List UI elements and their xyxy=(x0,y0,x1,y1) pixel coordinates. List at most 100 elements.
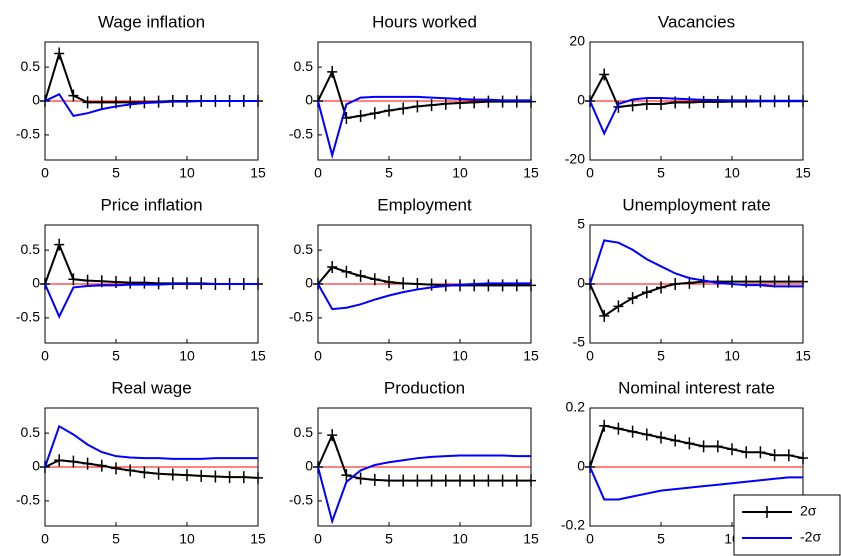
y-tick-label: 0.5 xyxy=(294,424,314,440)
marker xyxy=(412,474,423,487)
marker xyxy=(741,446,752,459)
y-tick-label: 0.2 xyxy=(566,399,586,415)
x-tick-label: 0 xyxy=(586,165,594,181)
marker xyxy=(455,474,465,487)
marker xyxy=(54,47,65,60)
series-line xyxy=(317,282,531,311)
marker xyxy=(613,100,624,113)
x-tick-label: 0 xyxy=(314,348,322,364)
subplot: Employment 0 5 10 15 0.5 0 -0.5 xyxy=(289,195,539,363)
marker xyxy=(483,474,494,487)
marker xyxy=(426,474,437,487)
marker xyxy=(341,265,352,278)
y-tick-label: 5 xyxy=(577,216,585,232)
marker xyxy=(440,474,451,487)
marker xyxy=(153,467,164,480)
marker xyxy=(712,440,723,453)
x-tick-label: 0 xyxy=(586,348,594,364)
marker xyxy=(412,100,423,113)
subplot-title: Employment xyxy=(377,195,472,214)
marker xyxy=(798,452,808,465)
x-tick-label: 10 xyxy=(452,531,468,547)
marker xyxy=(54,454,65,467)
subplot-title: Real wage xyxy=(111,378,191,397)
marker xyxy=(82,457,93,470)
y-tick-label: 0 xyxy=(305,92,313,108)
y-tick-label: -0.5 xyxy=(16,492,40,508)
y-tick-label: 0 xyxy=(32,458,40,474)
marker xyxy=(440,97,451,110)
subplot-title: Unemployment rate xyxy=(622,195,770,214)
marker xyxy=(698,95,709,108)
marker xyxy=(355,472,366,485)
marker xyxy=(167,468,178,481)
series-line xyxy=(589,280,803,318)
subplot-title: Wage inflation xyxy=(98,12,205,31)
marker xyxy=(483,95,494,108)
legend: 2σ -2σ xyxy=(733,494,841,556)
marker xyxy=(369,273,380,286)
marker xyxy=(355,109,366,122)
marker xyxy=(327,65,338,78)
x-tick-label: 5 xyxy=(112,165,120,181)
marker xyxy=(139,276,150,289)
series-line xyxy=(44,459,259,479)
subplot: Production 0 5 10 15 0.5 0 -0.5 xyxy=(289,378,539,546)
x-tick-label: 10 xyxy=(724,348,740,364)
y-tick-label: 0 xyxy=(577,92,585,108)
series-line xyxy=(317,69,531,120)
x-tick-label: 15 xyxy=(523,348,539,364)
marker xyxy=(727,275,737,288)
subplot-title: Hours worked xyxy=(372,12,477,31)
x-tick-label: 10 xyxy=(452,348,468,364)
series-line xyxy=(44,92,258,118)
x-tick-label: 15 xyxy=(795,348,811,364)
y-tick-label: 0.5 xyxy=(21,58,41,74)
x-tick-label: 5 xyxy=(385,165,393,181)
x-tick-label: 15 xyxy=(250,531,266,547)
series-line xyxy=(44,424,258,468)
series-line xyxy=(317,95,531,160)
x-tick-label: 15 xyxy=(250,165,266,181)
marker xyxy=(68,273,79,286)
marker xyxy=(426,278,437,291)
marker xyxy=(384,474,394,487)
marker xyxy=(68,89,79,102)
marker xyxy=(469,474,480,487)
x-tick-label: 10 xyxy=(452,165,468,181)
y-tick-label: 0 xyxy=(32,275,40,291)
x-tick-label: 15 xyxy=(523,531,539,547)
marker xyxy=(153,277,164,290)
marker xyxy=(82,96,93,109)
marker xyxy=(769,449,780,462)
marker xyxy=(511,474,522,487)
marker xyxy=(627,425,638,438)
marker xyxy=(599,309,610,322)
marker xyxy=(384,275,394,288)
marker xyxy=(627,292,638,305)
x-tick-label: 5 xyxy=(657,348,665,364)
legend-label: -2σ xyxy=(800,529,821,545)
marker xyxy=(670,434,681,447)
marker xyxy=(96,459,107,472)
marker xyxy=(526,474,536,487)
x-tick-label: 5 xyxy=(657,165,665,181)
marker xyxy=(656,431,666,444)
marker xyxy=(182,469,192,482)
y-tick-label: -5 xyxy=(573,334,586,350)
x-tick-label: 5 xyxy=(112,348,120,364)
x-tick-label: 5 xyxy=(112,531,120,547)
marker xyxy=(526,95,536,108)
x-tick-label: 10 xyxy=(179,531,195,547)
marker xyxy=(253,471,263,484)
y-tick-label: 0.5 xyxy=(21,424,41,440)
x-tick-label: 15 xyxy=(250,348,266,364)
y-tick-label: 0.5 xyxy=(21,241,41,257)
subplot-title: Nominal interest rate xyxy=(618,378,775,397)
subplot: Price inflation 0 5 10 15 0.5 0 -0.5 xyxy=(16,195,266,363)
marker xyxy=(497,279,508,292)
subplot-title: Vacancies xyxy=(658,12,735,31)
legend-marker xyxy=(762,506,772,518)
